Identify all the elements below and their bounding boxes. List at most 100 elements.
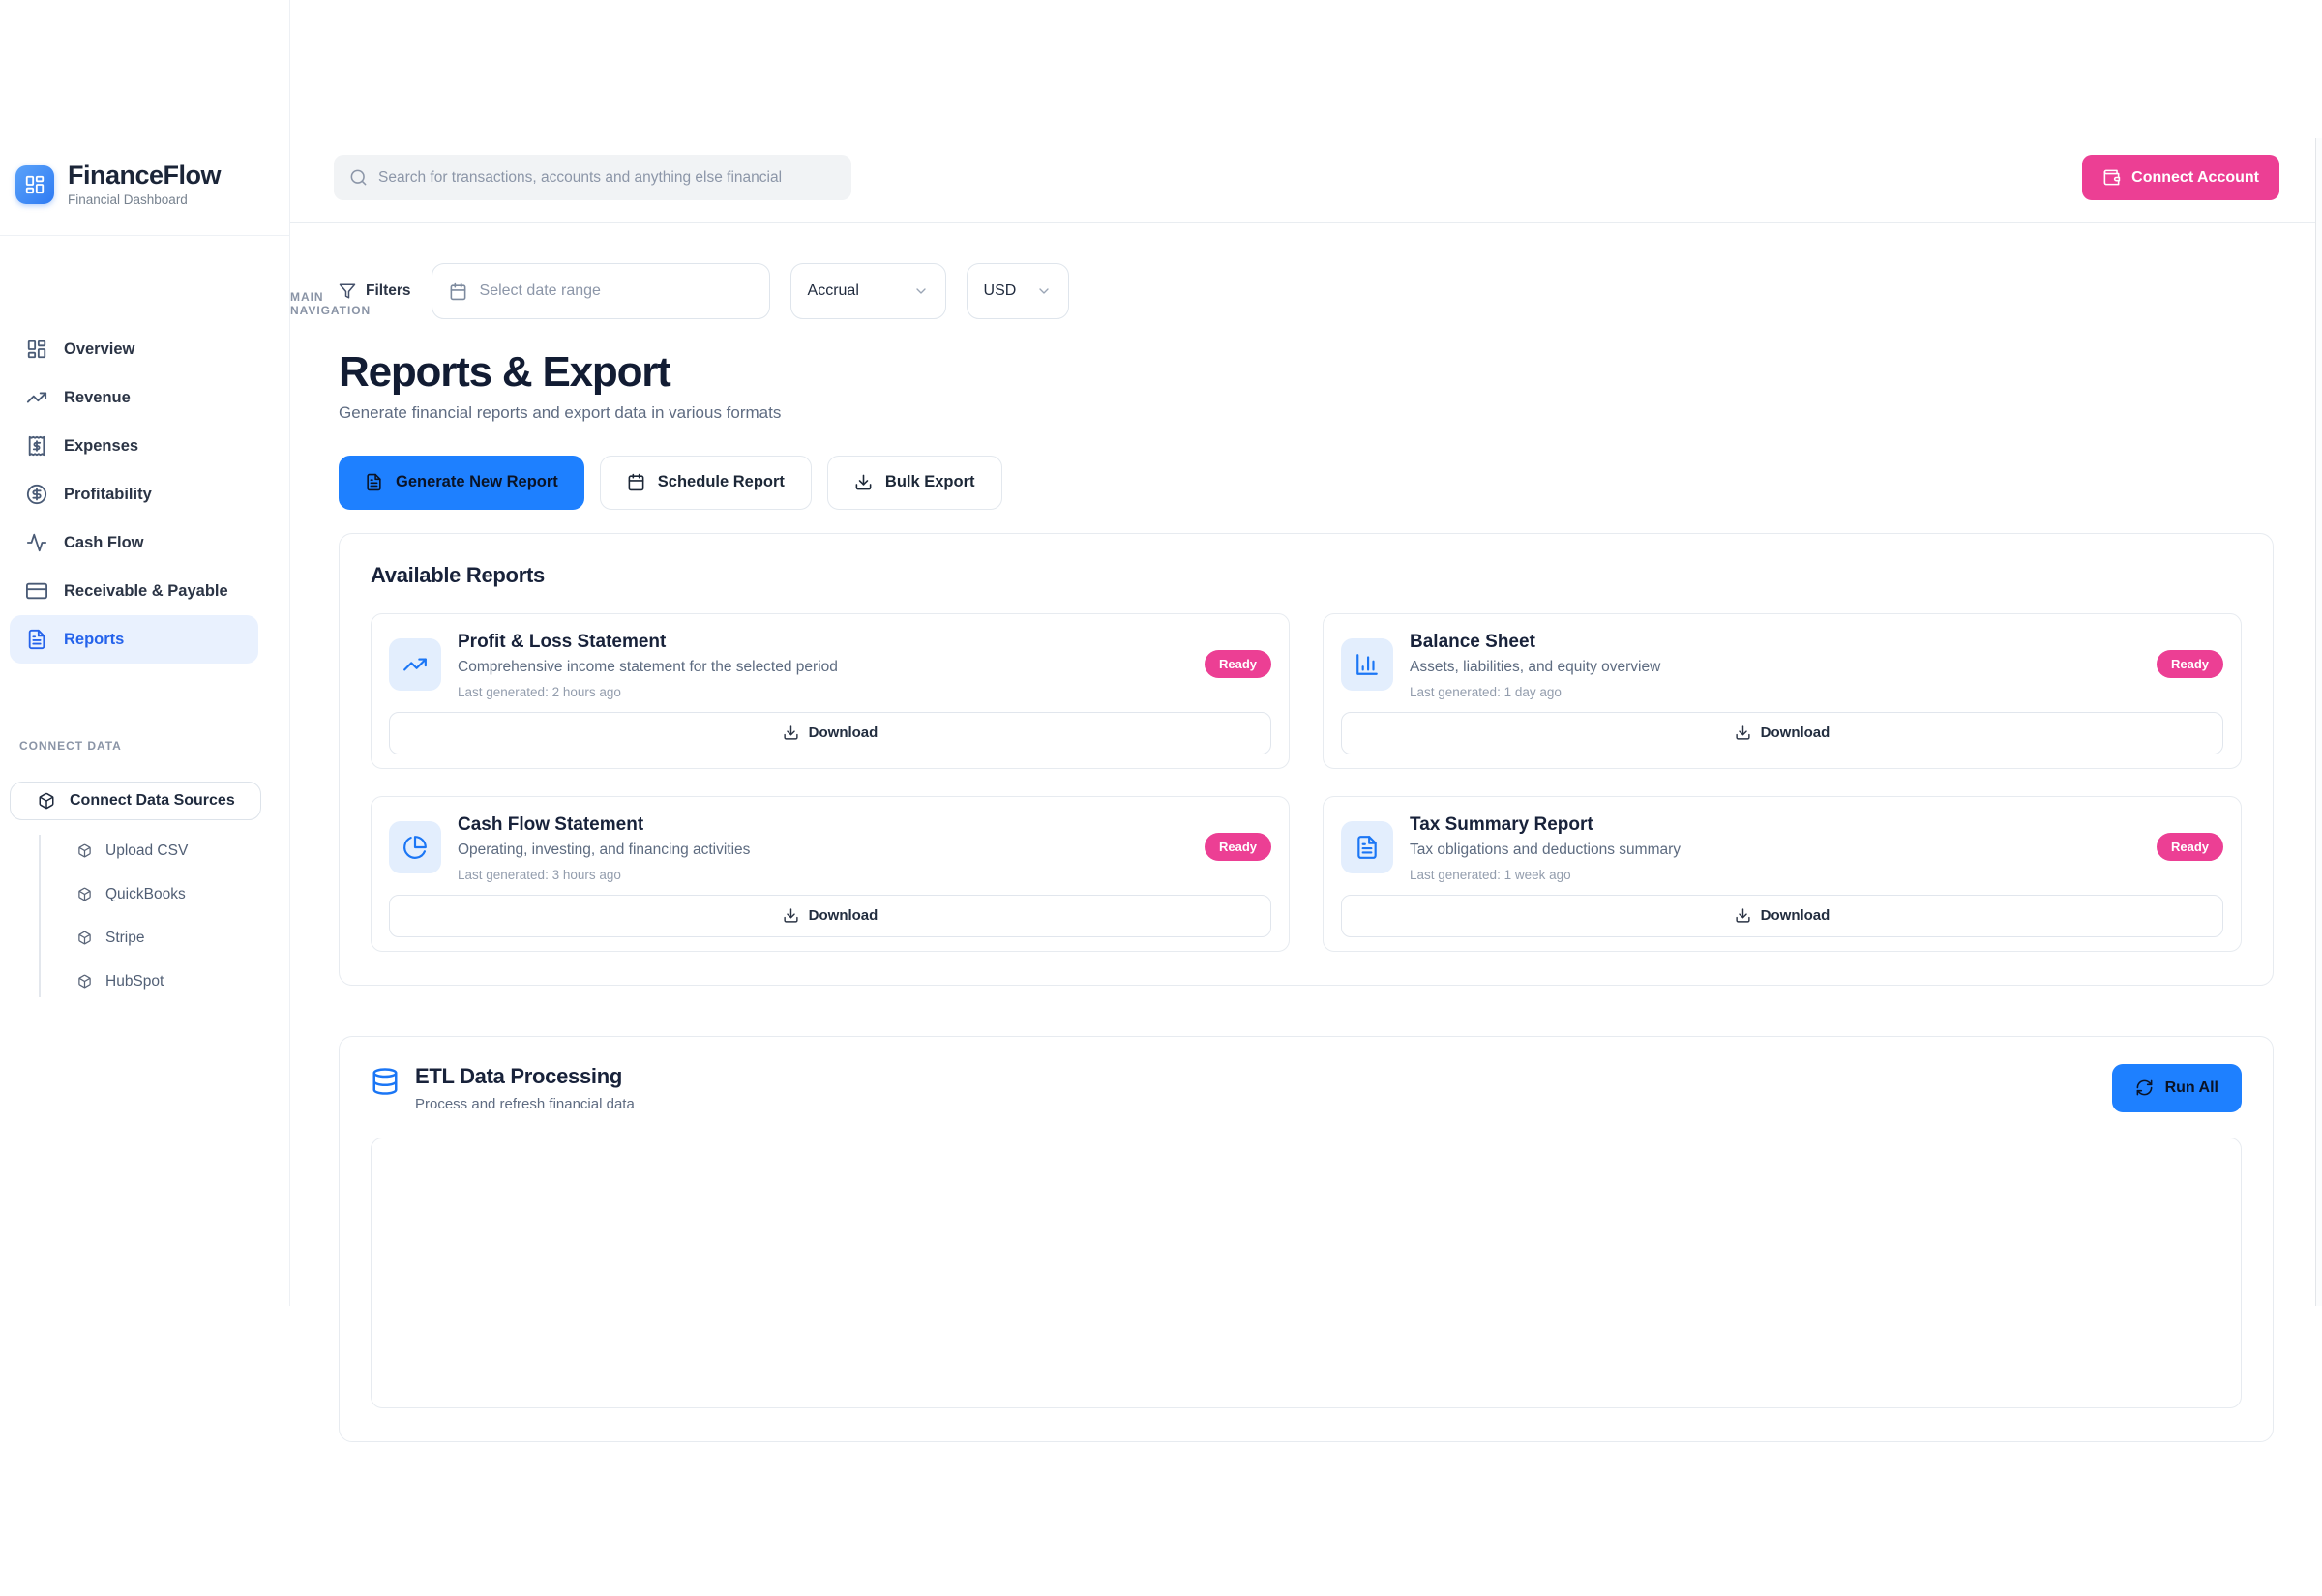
download-icon bbox=[783, 907, 799, 924]
search-icon bbox=[349, 168, 368, 187]
filters-label: Filters bbox=[366, 282, 411, 299]
refresh-icon bbox=[2135, 1079, 2154, 1097]
bulk-export-button[interactable]: Bulk Export bbox=[826, 455, 1002, 510]
source-item-label: HubSpot bbox=[105, 972, 164, 990]
trending-up-icon bbox=[402, 652, 428, 677]
report-title: Profit & Loss Statement bbox=[458, 631, 667, 652]
dashboard-logo-icon bbox=[24, 174, 45, 195]
generate-new-report-button[interactable]: Generate New Report bbox=[339, 455, 584, 510]
etl-jobs-container bbox=[371, 1137, 2242, 1408]
report-icon-tile bbox=[1341, 820, 1393, 873]
source-item-hubspot[interactable]: HubSpot bbox=[0, 960, 289, 1003]
sidebar-item-overview[interactable]: Overview bbox=[10, 325, 258, 373]
sidebar-item-revenue[interactable]: Revenue bbox=[10, 373, 258, 422]
accounting-basis-select[interactable]: Accrual bbox=[789, 263, 946, 319]
download-label: Download bbox=[1760, 907, 1831, 925]
connect-data-sources-label: Connect Data Sources bbox=[70, 792, 235, 809]
report-title: Cash Flow Statement bbox=[458, 813, 644, 835]
vertical-scrollbar[interactable] bbox=[2315, 138, 2322, 1306]
source-item-label: Upload CSV bbox=[105, 842, 189, 859]
sidebar-item-label: Profitability bbox=[64, 485, 152, 503]
package-icon bbox=[77, 974, 92, 989]
download-button[interactable]: Download bbox=[389, 711, 1271, 754]
currency-value: USD bbox=[983, 282, 1017, 299]
status-badge: Ready bbox=[1204, 833, 1271, 862]
report-card-tax-summary: Tax Summary Report Tax obligations and d… bbox=[1323, 795, 2242, 952]
sidebar-item-profitability[interactable]: Profitability bbox=[10, 470, 258, 518]
reports-grid: Profit & Loss Statement Comprehensive in… bbox=[371, 612, 2242, 952]
source-item-upload-csv[interactable]: Upload CSV bbox=[0, 829, 289, 872]
app-title: FinanceFlow bbox=[68, 161, 222, 190]
main-navigation: Overview Revenue Expenses Profitability … bbox=[10, 325, 258, 664]
run-all-button[interactable]: Run All bbox=[2111, 1063, 2242, 1112]
download-icon bbox=[1735, 724, 1751, 741]
report-last-generated: Last generated: 1 day ago bbox=[1410, 684, 1562, 699]
chevron-down-icon bbox=[913, 283, 929, 299]
schedule-report-button[interactable]: Schedule Report bbox=[599, 455, 812, 510]
connect-account-label: Connect Account bbox=[2131, 168, 2259, 186]
database-icon bbox=[371, 1067, 400, 1096]
report-description: Assets, liabilities, and equity overview bbox=[1410, 658, 1661, 675]
report-description: Operating, investing, and financing acti… bbox=[458, 841, 751, 858]
sidebar-item-reports[interactable]: Reports bbox=[10, 615, 258, 664]
download-button[interactable]: Download bbox=[389, 894, 1271, 937]
source-item-label: Stripe bbox=[105, 929, 145, 946]
etl-panel: ETL Data Processing Process and refresh … bbox=[339, 1035, 2274, 1442]
connect-data-sources-button[interactable]: Connect Data Sources bbox=[10, 782, 261, 820]
activity-icon bbox=[26, 532, 47, 553]
filters-toggle[interactable]: Filters bbox=[339, 282, 411, 300]
file-icon bbox=[1354, 835, 1380, 860]
date-range-input[interactable] bbox=[479, 282, 753, 300]
sidebar: FinanceFlow Financial Dashboard MAIN NAV… bbox=[0, 0, 370, 1306]
status-badge: Ready bbox=[1204, 650, 1271, 679]
wallet-icon bbox=[2102, 168, 2121, 187]
brand: FinanceFlow Financial Dashboard bbox=[15, 161, 222, 207]
app-subtitle: Financial Dashboard bbox=[68, 192, 188, 207]
pie-chart-icon bbox=[402, 835, 428, 860]
etl-subtitle: Process and refresh financial data bbox=[415, 1095, 635, 1112]
download-label: Download bbox=[808, 724, 878, 742]
sidebar-item-expenses[interactable]: Expenses bbox=[10, 422, 258, 470]
source-item-quickbooks[interactable]: QuickBooks bbox=[0, 872, 289, 916]
main-area: Connect Account Filters Accrual USD Re bbox=[290, 0, 2322, 1442]
download-icon bbox=[854, 473, 873, 491]
source-item-stripe[interactable]: Stripe bbox=[0, 916, 289, 960]
report-card-profit-loss: Profit & Loss Statement Comprehensive in… bbox=[371, 612, 1290, 769]
connect-data-title: CONNECT DATA bbox=[19, 739, 122, 753]
bulk-export-label: Bulk Export bbox=[884, 473, 975, 491]
download-icon bbox=[1735, 907, 1751, 924]
report-last-generated: Last generated: 1 week ago bbox=[1410, 867, 1571, 882]
search-input[interactable] bbox=[378, 168, 836, 187]
report-last-generated: Last generated: 2 hours ago bbox=[458, 684, 621, 699]
currency-select[interactable]: USD bbox=[966, 263, 1069, 319]
package-icon bbox=[77, 887, 92, 901]
bar-chart-icon bbox=[1354, 652, 1380, 677]
calendar-icon bbox=[627, 473, 645, 491]
report-icon-tile bbox=[389, 820, 441, 873]
report-description: Comprehensive income statement for the s… bbox=[458, 658, 838, 675]
status-badge: Ready bbox=[2156, 833, 2223, 862]
credit-card-icon bbox=[26, 580, 47, 602]
page-subtitle: Generate financial reports and export da… bbox=[339, 402, 782, 422]
package-icon bbox=[77, 843, 92, 858]
sidebar-item-label: Cash Flow bbox=[64, 533, 144, 551]
report-last-generated: Last generated: 3 hours ago bbox=[458, 867, 621, 882]
connect-account-button[interactable]: Connect Account bbox=[2082, 155, 2279, 200]
schedule-report-label: Schedule Report bbox=[657, 473, 785, 491]
date-range-picker[interactable] bbox=[431, 263, 770, 319]
run-all-label: Run All bbox=[2164, 1079, 2218, 1096]
file-icon bbox=[365, 473, 383, 491]
global-search[interactable] bbox=[334, 155, 851, 200]
package-icon bbox=[77, 931, 92, 945]
sidebar-item-cash-flow[interactable]: Cash Flow bbox=[10, 518, 258, 567]
download-button[interactable]: Download bbox=[1341, 711, 2223, 754]
sidebar-item-label: Expenses bbox=[64, 436, 139, 455]
sidebar-item-receivable-payable[interactable]: Receivable & Payable bbox=[10, 567, 258, 615]
download-button[interactable]: Download bbox=[1341, 894, 2223, 937]
filters-bar: Filters Accrual USD bbox=[339, 263, 2274, 319]
available-reports-panel: Available Reports Profit & Loss Statemen… bbox=[339, 532, 2274, 986]
etl-title: ETL Data Processing bbox=[415, 1063, 622, 1088]
trending-up-icon bbox=[26, 387, 47, 408]
app-logo bbox=[15, 165, 54, 204]
calendar-icon bbox=[449, 282, 467, 301]
